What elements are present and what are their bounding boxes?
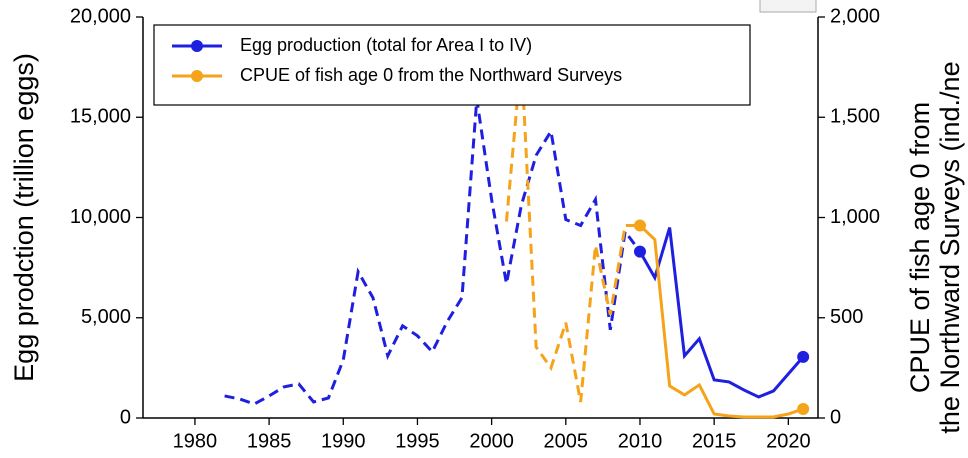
series-marker bbox=[797, 402, 810, 415]
y2-axis-title: CPUE of fish age 0 from bbox=[905, 102, 935, 393]
y-tick-label: 5,000 bbox=[81, 306, 131, 328]
legend-marker bbox=[191, 40, 203, 52]
x-tick-label: 2020 bbox=[766, 430, 811, 452]
y-tick-label: 20,000 bbox=[70, 5, 131, 27]
y2-tick-label: 500 bbox=[830, 306, 863, 328]
x-tick-label: 1990 bbox=[321, 430, 366, 452]
toolbar-box bbox=[759, 0, 817, 13]
series-line-solid bbox=[638, 224, 804, 419]
legend-marker bbox=[191, 70, 203, 82]
legend-label: CPUE of fish age 0 from the Northward Su… bbox=[240, 65, 622, 85]
y2-axis-title: the Northward Surveys (ind./ne bbox=[935, 61, 965, 433]
y-tick-label: 15,000 bbox=[70, 106, 131, 128]
x-tick-label: 1995 bbox=[395, 430, 440, 452]
series-marker bbox=[633, 245, 646, 258]
x-tick-label: 1980 bbox=[173, 430, 218, 452]
y-axis-title: Egg prodction (trillion eggs) bbox=[9, 53, 39, 382]
y2-tick-label: 0 bbox=[830, 406, 841, 428]
y2-tick-label: 2,000 bbox=[830, 5, 880, 27]
legend-box bbox=[153, 24, 751, 106]
legend-label: Egg production (total for Area I to IV) bbox=[240, 35, 532, 55]
series-marker bbox=[797, 350, 810, 363]
x-tick-label: 2010 bbox=[618, 430, 663, 452]
series-line-solid bbox=[638, 227, 805, 399]
y2-tick-label: 1,500 bbox=[830, 106, 880, 128]
y2-tick-label: 1,000 bbox=[830, 206, 880, 228]
x-tick-label: 2015 bbox=[692, 430, 737, 452]
x-tick-label: 1985 bbox=[247, 430, 292, 452]
x-tick-label: 2000 bbox=[469, 430, 514, 452]
x-tick-label: 2005 bbox=[544, 430, 589, 452]
series-marker bbox=[633, 219, 646, 232]
y-tick-label: 0 bbox=[120, 406, 131, 428]
series-line-dashed bbox=[504, 56, 640, 403]
y-tick-label: 10,000 bbox=[70, 206, 131, 228]
series-line-dashed bbox=[224, 98, 642, 406]
